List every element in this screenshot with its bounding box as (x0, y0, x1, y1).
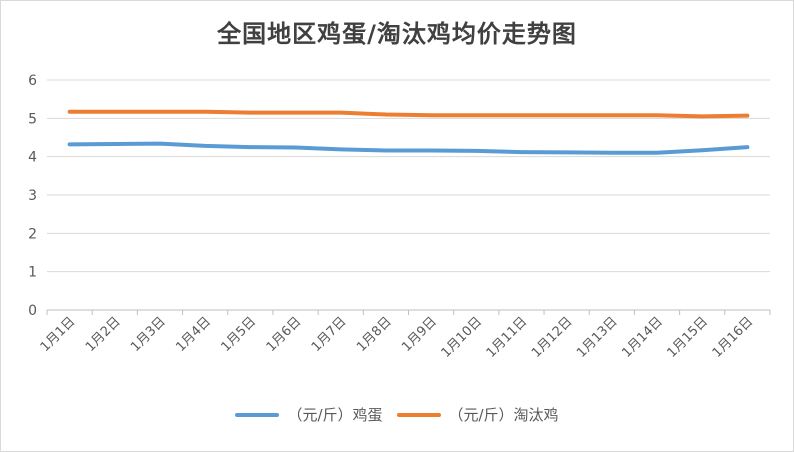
x-tick-label: 1月12日 (529, 314, 576, 361)
legend-item-cull-hen: （元/斤）淘汰鸡 (396, 404, 559, 425)
x-tick-label: 1月6日 (264, 314, 305, 355)
legend-label-egg: （元/斤）鸡蛋 (287, 406, 383, 424)
y-axis-ticks: 0 1 2 3 4 5 6 (28, 73, 37, 319)
x-axis-ticks: 1月1日 1月2日 1月3日 1月4日 1月5日 1月6日 1月7日 1月8日 1月9日1月10… (38, 310, 771, 361)
x-tick-label: 1月2日 (83, 314, 124, 355)
y-tick-label: 3 (28, 188, 37, 204)
x-tick-label: 1月11日 (484, 314, 531, 361)
grid-lines (47, 79, 770, 311)
x-tick-label: 1月8日 (354, 314, 395, 355)
x-tick-label: 1月14日 (619, 314, 666, 361)
x-tick-label: 1月4日 (173, 314, 214, 355)
series-lines (67, 109, 750, 155)
y-tick-label: 6 (28, 73, 37, 89)
x-tick-label: 1月3日 (128, 314, 169, 355)
y-tick-label: 1 (28, 265, 37, 281)
legend-swatch-egg (235, 412, 280, 417)
chart-title: 全国地区鸡蛋/淘汰鸡均价走势图 (217, 20, 577, 48)
x-tick-label: 1月10日 (439, 314, 486, 361)
x-tick-label: 1月13日 (574, 314, 621, 361)
y-tick-label: 2 (28, 226, 37, 242)
series-line-cull-hen (67, 109, 750, 119)
y-tick-label: 0 (28, 303, 37, 319)
x-tick-label: 1月15日 (664, 314, 711, 361)
y-tick-label: 5 (28, 111, 37, 127)
x-tick-label: 1月16日 (710, 314, 757, 361)
x-tick-label: 1月5日 (218, 314, 259, 355)
legend-swatch-cull-hen (396, 412, 441, 417)
x-tick-label: 1月7日 (309, 314, 350, 355)
x-tick-label: 1月9日 (399, 314, 440, 355)
legend-item-egg: （元/斤）鸡蛋 (235, 404, 383, 425)
y-tick-label: 4 (28, 150, 37, 166)
legend: （元/斤）鸡蛋 （元/斤）淘汰鸡 (0, 404, 794, 425)
series-line-egg (67, 141, 750, 155)
legend-label-cull-hen: （元/斤）淘汰鸡 (448, 406, 559, 424)
x-tick-label: 1月1日 (38, 314, 79, 355)
